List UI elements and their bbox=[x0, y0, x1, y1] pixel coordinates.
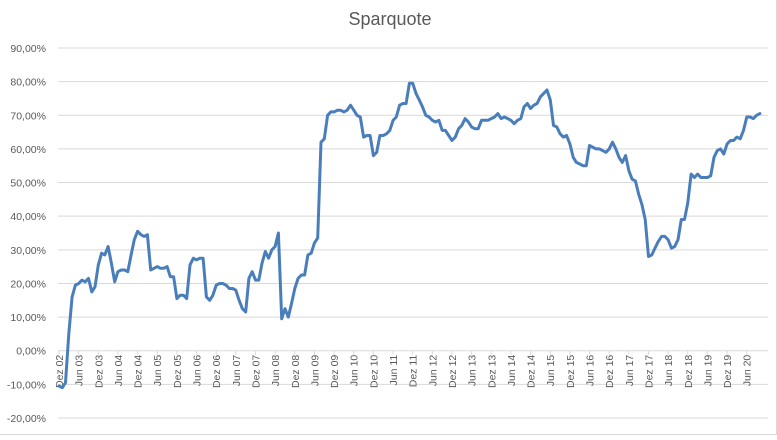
x-tick-label: Jun 14 bbox=[506, 355, 518, 387]
x-tick-label: Jun 10 bbox=[349, 355, 361, 387]
x-tick-label: Dez 11 bbox=[408, 355, 420, 388]
x-tick-label: Jun 16 bbox=[585, 355, 597, 387]
x-tick-label: Dez 09 bbox=[329, 355, 341, 388]
sparquote-line bbox=[57, 81, 762, 390]
gridlines bbox=[58, 47, 768, 419]
x-axis-labels: Dez 02 Jun 03 Dez 03 Jun 04 Dez 04 Jun 05 Dez … bbox=[54, 355, 754, 388]
x-tick-label: Dez 17 bbox=[644, 355, 656, 388]
y-tick-label: 70,00% bbox=[10, 110, 46, 122]
x-tick-label: Dez 19 bbox=[722, 355, 734, 388]
x-tick-label: Jun 03 bbox=[74, 355, 86, 387]
y-tick-label: 60,00% bbox=[10, 144, 46, 156]
x-tick-label: Jun 12 bbox=[427, 355, 439, 387]
y-tick-label: 40,00% bbox=[10, 211, 46, 223]
x-tick-label: Jun 17 bbox=[624, 355, 636, 387]
y-tick-label: 50,00% bbox=[10, 178, 46, 190]
x-tick-label: Jun 07 bbox=[231, 355, 243, 387]
x-axis bbox=[58, 350, 768, 355]
x-tick-label: Jun 18 bbox=[663, 355, 675, 387]
y-tick-label: -20,00% bbox=[7, 413, 46, 425]
x-tick-label: Jun 20 bbox=[742, 355, 754, 387]
x-tick-label: Dez 08 bbox=[290, 355, 302, 388]
x-tick-label: Dez 05 bbox=[172, 355, 184, 388]
x-tick-label: Dez 13 bbox=[486, 355, 498, 388]
x-tick-label: Dez 02 bbox=[54, 355, 66, 388]
x-tick-label: Dez 15 bbox=[565, 355, 577, 388]
x-tick-label: Jun 08 bbox=[270, 355, 282, 387]
y-axis-labels: 90,00% 80,00% 70,00% 60,00% 50,00% 40,00% 30,0… bbox=[7, 43, 46, 425]
x-tick-label: Jun 11 bbox=[388, 355, 400, 386]
x-tick-label: Dez 18 bbox=[683, 355, 695, 388]
x-tick-label: Dez 07 bbox=[251, 355, 263, 388]
y-tick-label: 90,00% bbox=[10, 43, 46, 55]
y-tick-label: 30,00% bbox=[10, 245, 46, 257]
y-tick-label: 80,00% bbox=[10, 77, 46, 89]
x-tick-label: Dez 10 bbox=[368, 355, 380, 388]
x-tick-label: Jun 13 bbox=[467, 355, 479, 387]
x-tick-label: Jun 06 bbox=[192, 355, 204, 387]
x-tick-label: Dez 16 bbox=[604, 355, 616, 388]
x-tick-label: Dez 03 bbox=[93, 355, 105, 388]
x-tick-label: Jun 15 bbox=[545, 355, 557, 387]
y-tick-label: 10,00% bbox=[10, 312, 46, 324]
x-tick-label: Dez 14 bbox=[526, 355, 538, 388]
y-tick-label: 0,00% bbox=[16, 346, 46, 358]
x-tick-label: Jun 19 bbox=[702, 355, 714, 387]
chart-title: Sparquote bbox=[348, 9, 431, 29]
x-tick-label: Jun 04 bbox=[113, 355, 125, 387]
y-tick-label: 20,00% bbox=[10, 278, 46, 290]
x-tick-label: Dez 04 bbox=[133, 355, 145, 388]
y-tick-label: -10,00% bbox=[7, 379, 46, 391]
x-tick-label: Dez 12 bbox=[447, 355, 459, 388]
x-tick-label: Dez 06 bbox=[211, 355, 223, 388]
x-tick-label: Jun 09 bbox=[309, 355, 321, 387]
x-tick-label: Jun 05 bbox=[152, 355, 164, 387]
